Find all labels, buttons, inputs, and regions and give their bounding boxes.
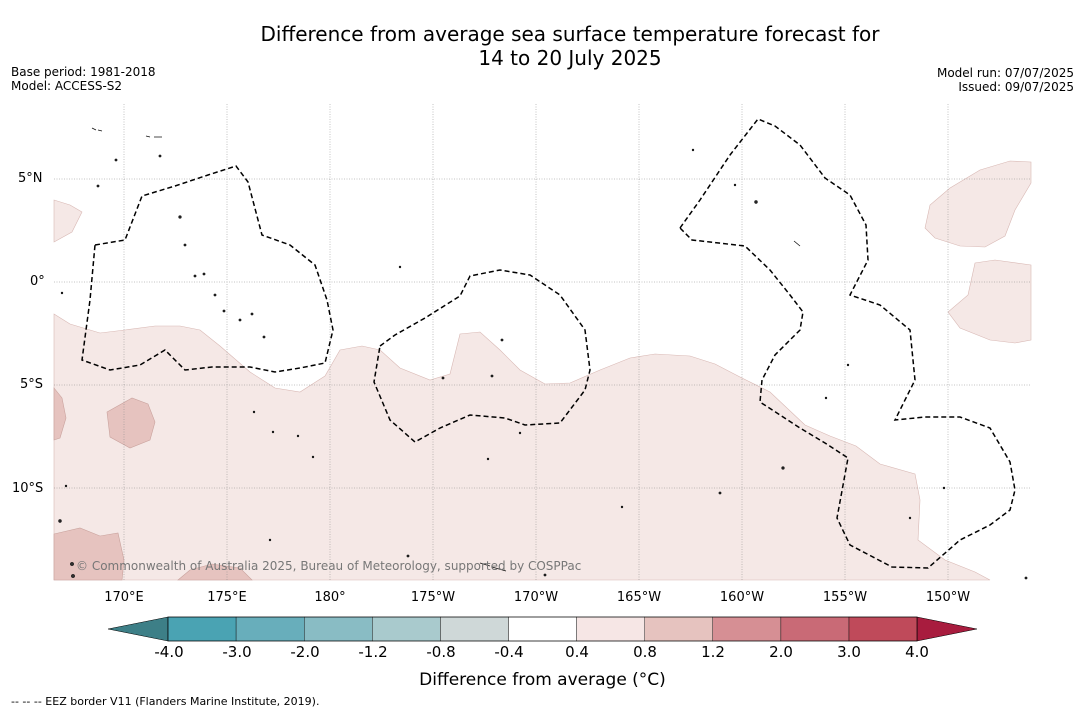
map-title: Difference from average sea surface temp… bbox=[0, 22, 1085, 70]
colorbar-cell bbox=[508, 616, 577, 642]
issued-date: Issued: 09/07/2025 bbox=[958, 80, 1074, 94]
colorbar-cell bbox=[440, 616, 509, 642]
anomaly-patch-4 bbox=[177, 563, 253, 581]
anomaly-patch-3 bbox=[53, 527, 125, 581]
anomaly-region-ne bbox=[924, 160, 1032, 248]
colorbar-cell bbox=[167, 616, 237, 642]
eez-borders bbox=[81, 118, 1016, 569]
colorbar-cell bbox=[712, 616, 782, 642]
eez-legend-note: -- -- -- EEZ border V11 (Flanders Marine… bbox=[11, 695, 320, 708]
colorbar-cells bbox=[167, 616, 918, 642]
colorbar-cell bbox=[235, 616, 305, 642]
colorbar-cell bbox=[304, 616, 373, 642]
colorbar-tick: 4.0 bbox=[905, 643, 929, 661]
colorbar-frame bbox=[167, 616, 918, 642]
colorbar-tick: 2.0 bbox=[769, 643, 793, 661]
colorbar-cell bbox=[576, 616, 645, 642]
colorbar-cell bbox=[372, 616, 441, 642]
lat-label: 5°S bbox=[20, 377, 44, 392]
colorbar-tick: -3.0 bbox=[222, 643, 252, 661]
colorbar-under-triangle bbox=[107, 616, 169, 642]
lon-label: 175°E bbox=[207, 590, 247, 605]
model-name: Model: ACCESS-S2 bbox=[11, 79, 123, 93]
lon-label: 170°W bbox=[513, 590, 559, 605]
colorbar-cell bbox=[848, 616, 918, 642]
lon-label: 165°W bbox=[616, 590, 662, 605]
colorbar-tick: -4.0 bbox=[154, 643, 184, 661]
copyright-credit: © Commonwealth of Australia 2025, Bureau… bbox=[76, 559, 582, 573]
lon-label: 150°W bbox=[925, 590, 971, 605]
anomaly-region-east bbox=[947, 259, 1032, 344]
colorbar-tick: -0.8 bbox=[426, 643, 456, 661]
eez-border-east bbox=[679, 118, 1016, 569]
lat-label: 5°N bbox=[18, 171, 43, 186]
colorbar-cell bbox=[644, 616, 714, 642]
lon-label: 175°W bbox=[410, 590, 456, 605]
colorbar-tick: 1.2 bbox=[701, 643, 725, 661]
colorbar-cell bbox=[780, 616, 850, 642]
colorbar-tick: -0.4 bbox=[494, 643, 524, 661]
anomaly-region-west bbox=[53, 199, 83, 243]
lat-label: 0° bbox=[30, 274, 45, 289]
colorbar-tick: -1.2 bbox=[358, 643, 388, 661]
colorbar-over-triangle bbox=[916, 616, 978, 642]
eez-border-central bbox=[373, 269, 591, 443]
title-line-2: 14 to 20 July 2025 bbox=[478, 46, 662, 70]
grid-lines bbox=[54, 104, 1031, 580]
title-line-1: Difference from average sea surface temp… bbox=[260, 22, 880, 46]
colorbar-tick: 0.8 bbox=[633, 643, 657, 661]
lon-label: 160°W bbox=[719, 590, 765, 605]
colorbar-tick: 3.0 bbox=[837, 643, 861, 661]
colorbar-label: Difference from average (°C) bbox=[419, 670, 666, 690]
anomaly-patch-2 bbox=[53, 387, 67, 441]
colorbar-tick: 0.4 bbox=[565, 643, 589, 661]
lon-label: 170°E bbox=[104, 590, 144, 605]
islands bbox=[58, 127, 1028, 580]
lat-label: 10°S bbox=[12, 481, 44, 496]
anomaly-region-south bbox=[53, 313, 991, 581]
model-run: Model run: 07/07/2025 bbox=[936, 66, 1074, 80]
lon-label: 180° bbox=[314, 590, 346, 605]
meta-left: Base period: 1981-2018 Model: ACCESS-S2 bbox=[11, 65, 156, 93]
anomaly-patch-1 bbox=[106, 397, 156, 449]
base-period: Base period: 1981-2018 bbox=[11, 65, 156, 79]
colorbar-tick: -2.0 bbox=[290, 643, 320, 661]
lon-label: 155°W bbox=[822, 590, 868, 605]
eez-border-west bbox=[81, 165, 334, 373]
meta-right: Model run: 07/07/2025 Issued: 09/07/2025 bbox=[937, 66, 1074, 94]
